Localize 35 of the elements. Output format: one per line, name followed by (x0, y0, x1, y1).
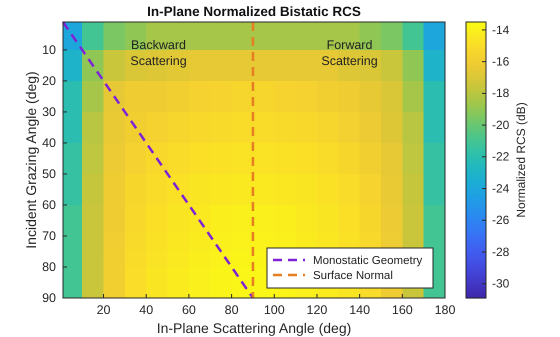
color-bar-title: Normalized RCS (dB) (514, 102, 528, 218)
color-bar-label: -14 (492, 22, 510, 37)
annotation: Forward Scattering (321, 38, 378, 68)
x-tick-label: 140 (349, 302, 370, 317)
legend-label: Monostatic Geometry (313, 255, 423, 267)
x-tick-label: 80 (224, 302, 239, 317)
y-tick-label: 40 (42, 136, 56, 150)
y-tick-label: 20 (42, 74, 56, 88)
x-tick-label: 180 (434, 302, 456, 317)
color-bar-label: -30 (492, 276, 510, 291)
x-tick-label: 160 (392, 302, 413, 317)
y-tick-label: 10 (42, 42, 56, 57)
y-tick-label: 50 (42, 166, 56, 181)
x-tick-label: 120 (306, 302, 328, 317)
color-bar-label: -20 (492, 118, 510, 132)
y-tick-label: 30 (42, 104, 56, 119)
x-axis-title: In-Plane Scattering Angle (deg) (156, 320, 352, 336)
chart-title: In-Plane Normalized Bistatic RCS (147, 4, 361, 19)
color-bar-label: -28 (492, 244, 510, 259)
color-bar-label: -26 (492, 213, 510, 228)
y-tick-label: 80 (42, 260, 56, 274)
x-tick-label: 60 (182, 302, 196, 317)
annotation: Backward Scattering (130, 38, 187, 68)
color-bar-label: -16 (492, 54, 510, 68)
color-bar-label: -24 (492, 181, 510, 196)
y-tick-label: 60 (42, 198, 56, 212)
x-tick-label: 40 (139, 302, 154, 317)
x-tick-label: 100 (264, 302, 285, 317)
color-bar-label: -22 (492, 150, 510, 164)
x-tick-label: 20 (96, 302, 111, 317)
y-tick-label: 70 (42, 228, 56, 243)
y-axis-title: Incident Grazing Angle (deg) (23, 71, 39, 249)
y-tick-label: 90 (42, 291, 56, 305)
legend-label: Surface Normal (313, 270, 393, 282)
color-bar-label: -18 (492, 86, 510, 100)
